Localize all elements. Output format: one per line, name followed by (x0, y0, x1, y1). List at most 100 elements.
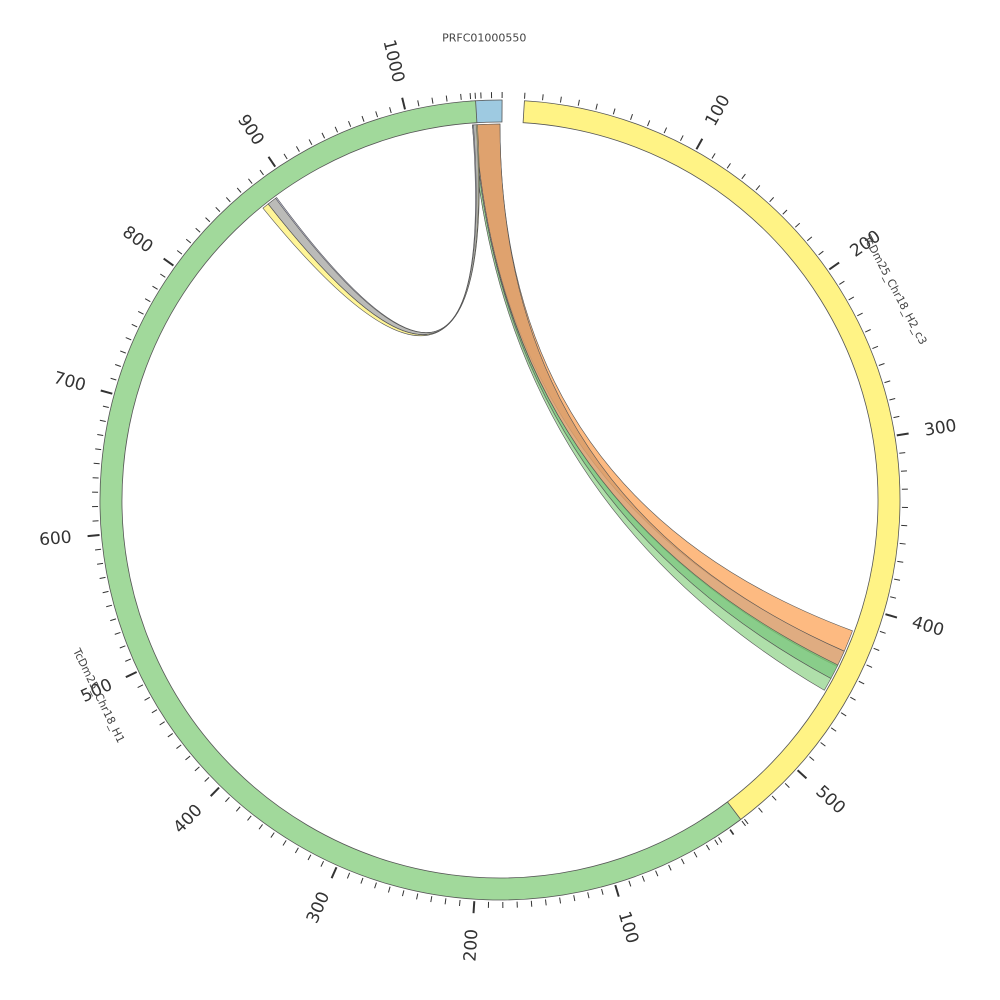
minor-tick (389, 107, 392, 114)
major-tick (330, 866, 338, 879)
minor-tick (741, 173, 746, 180)
minor-tick (431, 97, 434, 104)
minor-tick (360, 877, 364, 884)
minor-tick (769, 197, 775, 203)
link-ribbon-0 (475, 123, 853, 652)
minor-tick (680, 135, 684, 142)
minor-tick (236, 187, 242, 193)
minor-tick (577, 99, 580, 106)
minor-tick (144, 298, 151, 303)
minor-tick (416, 893, 419, 900)
minor-tick (125, 658, 131, 662)
minor-tick (320, 860, 325, 867)
minor-tick (714, 839, 719, 846)
minor-tick (458, 899, 461, 907)
minor-tick (878, 363, 885, 366)
minor-tick (110, 377, 117, 381)
minor-tick (630, 113, 633, 120)
tick-label: 800 (118, 222, 156, 257)
minor-tick (820, 742, 826, 747)
minor-tick (194, 766, 200, 772)
minor-tick (185, 755, 191, 761)
minor-tick (741, 820, 746, 827)
minor-tick (144, 696, 151, 701)
minor-tick (176, 744, 182, 749)
minor-tick (641, 875, 645, 882)
minor-tick (758, 807, 763, 813)
minor-tick (119, 645, 126, 649)
minor-tick (866, 664, 873, 668)
minor-tick (99, 576, 106, 580)
minor-tick (782, 209, 788, 215)
minor-tick (346, 872, 351, 879)
minor-tick (215, 206, 221, 212)
minor-tick (806, 236, 813, 242)
minor-tick (294, 847, 299, 854)
minor-tick (848, 296, 855, 301)
major-tick (885, 613, 898, 619)
minor-tick (559, 897, 562, 904)
minor-tick (663, 127, 668, 134)
tick-label: 300 (923, 416, 958, 441)
minor-tick (131, 323, 138, 328)
minor-tick (809, 756, 815, 761)
minor-tick (120, 350, 126, 354)
minor-tick (872, 345, 879, 350)
minor-tick (729, 829, 734, 836)
minor-tick (545, 899, 547, 906)
minor-tick (125, 337, 132, 341)
minor-tick (784, 783, 790, 788)
minor-tick (893, 415, 900, 419)
minor-tick (755, 185, 761, 191)
tick-label: 400 (170, 801, 207, 838)
minor-tick (771, 795, 777, 801)
minor-tick (387, 886, 391, 893)
link-ribbon-1 (475, 123, 845, 667)
minor-tick (114, 631, 121, 635)
major-tick (125, 671, 138, 679)
minor-tick (818, 250, 824, 256)
minor-tick (235, 806, 241, 812)
minor-tick (840, 712, 847, 717)
minor-tick (295, 146, 300, 152)
minor-tick (889, 398, 896, 401)
minor-tick (321, 132, 326, 139)
minor-tick (858, 680, 865, 685)
minor-tick (137, 684, 144, 688)
segment-label-top: PRFC01000550 (442, 31, 526, 44)
minor-tick (711, 153, 716, 159)
major-tick (828, 261, 840, 271)
major-tick (695, 138, 704, 150)
minor-tick (430, 896, 433, 903)
tick-label: 900 (233, 111, 268, 149)
major-tick (896, 432, 909, 437)
major-tick (163, 257, 174, 267)
minor-tick (248, 178, 253, 184)
minor-tick (152, 285, 158, 290)
major-tick (614, 884, 620, 897)
minor-tick (282, 840, 287, 846)
minor-tick (865, 329, 871, 333)
links-layer (262, 123, 853, 691)
minor-tick (334, 126, 339, 133)
minor-tick (595, 103, 598, 110)
minor-tick (374, 882, 377, 889)
minor-tick (308, 139, 313, 145)
major-tick (472, 901, 476, 914)
minor-tick (110, 618, 117, 622)
tick-label: 300 (303, 889, 334, 927)
minor-tick (729, 829, 735, 835)
minor-tick (151, 709, 158, 714)
minor-tick (247, 815, 252, 821)
minor-tick (259, 169, 264, 176)
minor-tick (460, 93, 462, 100)
minor-tick (873, 647, 880, 651)
tick-label: 100 (701, 92, 734, 130)
tick-label: 500 (812, 782, 849, 819)
minor-tick (444, 898, 447, 905)
major-tick (100, 389, 113, 395)
minor-tick (93, 462, 100, 465)
minor-tick (97, 562, 104, 565)
major-tick (209, 786, 220, 797)
